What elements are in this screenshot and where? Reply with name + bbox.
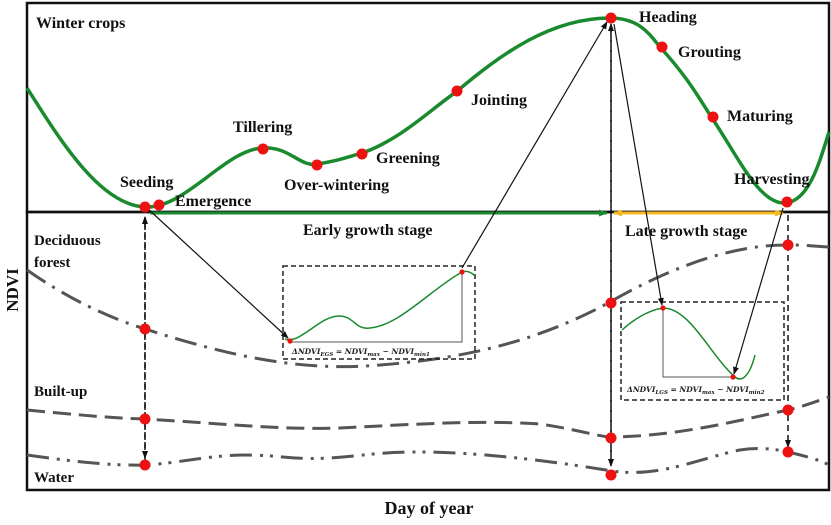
label-deciduous-forest-line2: forest	[34, 255, 70, 271]
emergence-point	[153, 199, 165, 211]
label-harvesting: Harvesting	[734, 171, 810, 188]
deciduous-forest-curve	[26, 243, 830, 369]
early-inset-curve	[284, 270, 476, 341]
heading-point	[605, 12, 617, 24]
over-wintering-point	[311, 159, 323, 171]
label-emergence: Emergence	[175, 193, 251, 210]
late-inset-min-point	[730, 374, 736, 380]
label-seeding: Seeding	[120, 174, 173, 191]
late-inset-formula: ΔNDVILGS = NDVImax − NDVImin2	[626, 385, 765, 396]
label-early-growth-stage: Early growth stage	[303, 222, 432, 239]
seeding-to-inset-arrow	[146, 207, 289, 339]
late-inset-curve	[621, 307, 756, 380]
early-inset-range-line	[290, 272, 463, 343]
early-inset-max-point	[459, 269, 465, 275]
crop-stage-points	[139, 12, 793, 213]
harvesting-to-inset-arrow	[733, 207, 784, 375]
label-maturing: Maturing	[727, 108, 793, 125]
water-heading-point	[605, 469, 617, 481]
late-inset-range-line	[662, 308, 733, 378]
label-water: Water	[34, 470, 74, 486]
early-inset-min-point	[287, 338, 293, 344]
label-built-up: Built-up	[34, 384, 87, 400]
panel-title: Winter crops	[36, 15, 125, 32]
label-grouting: Grouting	[678, 44, 741, 61]
forest-seeding-point	[139, 323, 151, 335]
label-late-growth-stage: Late growth stage	[625, 223, 747, 240]
grouting-point	[656, 41, 668, 53]
label-over-wintering: Over-wintering	[284, 177, 389, 194]
x-axis-label: Day of year	[385, 498, 474, 518]
early-inset-formula: ΔNDVIEGS = NDVImax − NDVImin1	[291, 347, 430, 358]
label-heading: Heading	[639, 9, 697, 26]
label-deciduous-forest-line1: Deciduous	[34, 233, 101, 249]
early-stage-inset-box	[282, 265, 476, 360]
water-harvesting-point	[782, 446, 794, 458]
label-tillering: Tillering	[233, 119, 292, 136]
inset-to-heading-arrow	[461, 21, 608, 269]
maturing-point	[707, 111, 719, 123]
land-cover-points	[139, 239, 794, 481]
heading-to-inset-arrow	[613, 23, 664, 306]
seeding-point	[139, 201, 151, 213]
builtup-heading-point	[605, 432, 617, 444]
forest-heading-point	[605, 297, 617, 309]
forest-harvesting-point	[782, 239, 794, 251]
late-inset-max-point	[660, 305, 666, 311]
label-jointing: Jointing	[471, 92, 527, 109]
label-greening: Greening	[376, 150, 440, 167]
tillering-point	[257, 143, 269, 155]
y-axis-label: NDVI	[3, 268, 22, 312]
greening-point	[356, 148, 368, 160]
jointing-point	[451, 85, 463, 97]
late-stage-inset-box	[620, 301, 785, 401]
land-cover-panel	[25, 210, 831, 492]
harvesting-point	[781, 196, 793, 208]
water-curve	[26, 447, 830, 474]
water-seeding-point	[139, 459, 151, 471]
builtup-seeding-point	[139, 413, 151, 425]
builtup-harvesting-point	[782, 404, 794, 416]
